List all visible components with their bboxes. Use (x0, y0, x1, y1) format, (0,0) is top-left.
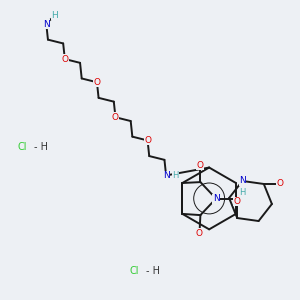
Text: O: O (144, 136, 151, 145)
Text: O: O (197, 160, 204, 169)
Text: H: H (172, 171, 178, 180)
Text: H: H (51, 11, 58, 20)
Text: O: O (112, 113, 119, 122)
Text: O: O (93, 78, 100, 87)
Text: O: O (196, 229, 203, 238)
Text: Cl: Cl (18, 142, 28, 152)
Text: - H: - H (34, 142, 49, 152)
Text: Cl: Cl (129, 266, 139, 277)
Text: N: N (163, 171, 170, 180)
Text: O: O (277, 179, 284, 188)
Text: N: N (239, 176, 246, 185)
Text: N: N (213, 194, 219, 203)
Text: - H: - H (146, 266, 160, 277)
Text: O: O (234, 197, 241, 206)
Text: O: O (61, 55, 68, 64)
Text: N: N (43, 20, 50, 28)
Text: H: H (239, 188, 246, 197)
